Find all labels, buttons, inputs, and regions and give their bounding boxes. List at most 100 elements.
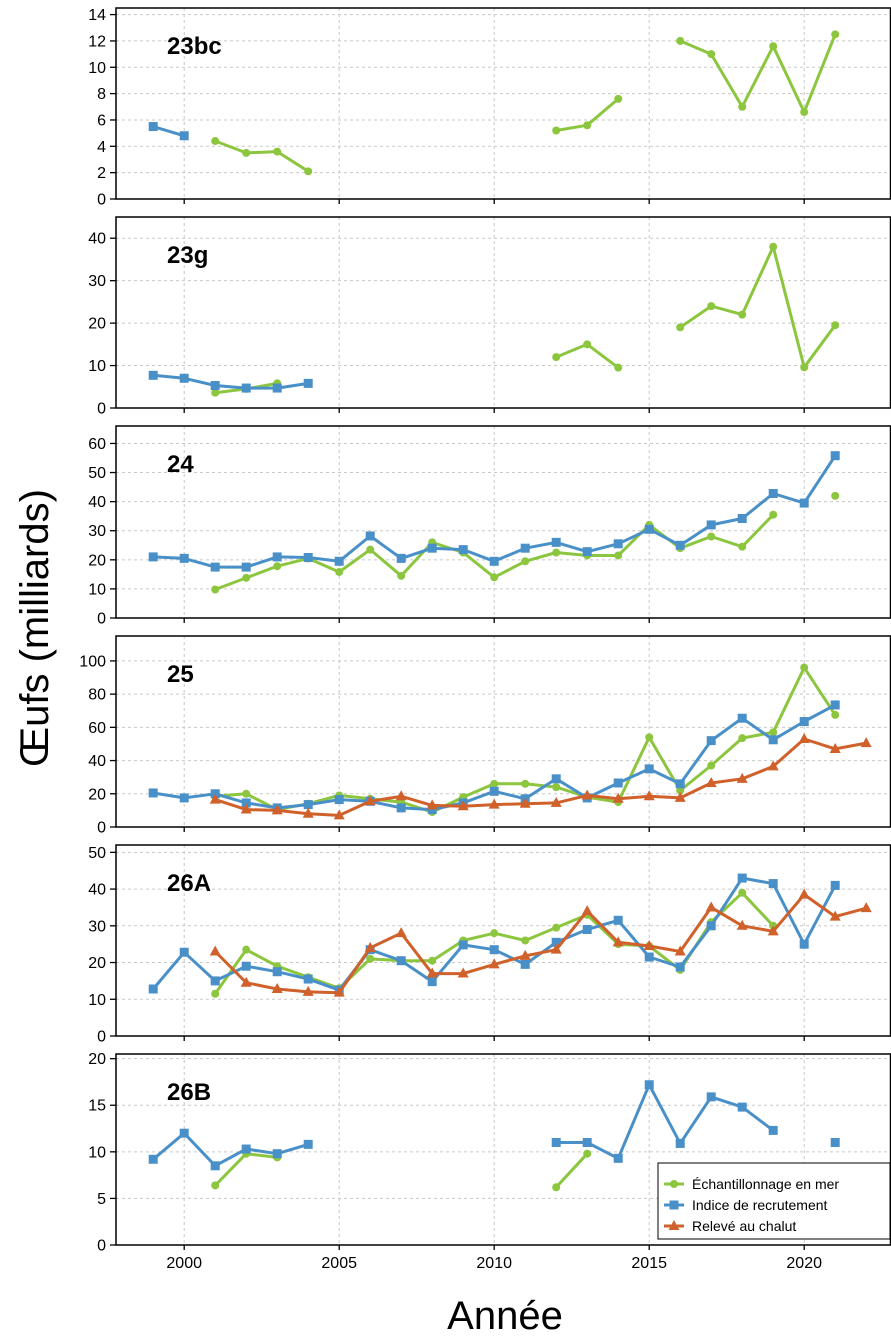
- series-sea-25: [211, 663, 840, 817]
- data-point: [582, 547, 592, 557]
- y-tick-label: 20: [88, 316, 106, 333]
- data-point: [736, 919, 748, 930]
- y-tick-label: 0: [97, 192, 106, 209]
- series-line: [214, 737, 867, 817]
- data-point: [737, 1102, 747, 1112]
- series-trawl-26A: [209, 888, 872, 997]
- panel-label: 24: [167, 451, 194, 478]
- data-point: [210, 562, 220, 572]
- y-tick-label: 40: [88, 494, 106, 511]
- data-point: [303, 800, 313, 810]
- data-point: [613, 915, 623, 925]
- series-line: [153, 373, 309, 390]
- data-point: [489, 556, 499, 566]
- y-tick-label: 10: [88, 358, 106, 375]
- data-point: [179, 793, 189, 803]
- data-point: [241, 798, 251, 808]
- x-tick-label: 2005: [321, 1255, 357, 1272]
- data-point: [396, 553, 406, 563]
- panel-label: 26A: [167, 870, 211, 897]
- data-point: [397, 571, 406, 580]
- data-point: [581, 789, 593, 800]
- x-tick-label: 2020: [786, 1255, 822, 1272]
- data-point: [273, 562, 282, 571]
- data-point: [148, 122, 158, 132]
- data-point: [583, 1149, 592, 1158]
- data-point: [706, 736, 716, 746]
- y-tick-label: 60: [88, 436, 106, 453]
- data-point: [830, 880, 840, 890]
- data-point: [488, 798, 500, 809]
- data-point: [738, 888, 747, 897]
- y-tick-label: 10: [88, 60, 106, 77]
- legend-label: Relevé au chalut: [692, 1218, 796, 1234]
- data-point: [366, 954, 375, 963]
- legend-item-rec: Indice de recrutement: [664, 1197, 828, 1213]
- x-tick-label: 2000: [166, 1255, 202, 1272]
- data-point: [457, 967, 469, 978]
- data-point: [241, 562, 251, 572]
- data-point: [769, 42, 778, 51]
- data-point: [521, 936, 530, 945]
- y-tick-label: 6: [97, 112, 106, 129]
- data-point: [644, 524, 654, 534]
- data-point: [860, 902, 872, 913]
- data-point: [211, 137, 220, 146]
- data-point: [427, 977, 437, 987]
- y-tick-label: 4: [97, 139, 106, 156]
- series-rec-23bc: [148, 122, 189, 141]
- data-point: [831, 321, 840, 330]
- data-point: [676, 786, 685, 795]
- legend-label: Indice de recrutement: [692, 1197, 828, 1213]
- legend-swatch-marker: [670, 1180, 678, 1188]
- panel-26A: 0 10 20 30 40 50 26A: [88, 844, 891, 1046]
- data-point: [520, 959, 530, 969]
- data-point: [396, 803, 406, 813]
- data-point: [303, 974, 313, 984]
- data-point: [210, 976, 220, 986]
- data-point: [706, 520, 716, 530]
- data-point: [614, 551, 623, 560]
- data-point: [552, 783, 561, 792]
- y-tick-label: 14: [88, 7, 106, 24]
- data-point: [272, 967, 282, 977]
- x-axis-title: Année: [447, 1294, 563, 1336]
- data-point: [458, 545, 468, 555]
- data-point: [271, 982, 283, 993]
- data-point: [333, 986, 345, 997]
- data-point: [552, 1183, 561, 1192]
- series-line: [214, 1152, 278, 1187]
- series-sea-26B: [211, 1149, 592, 1192]
- data-point: [303, 552, 313, 562]
- y-tick-label: 0: [97, 1238, 106, 1255]
- data-point: [489, 945, 499, 955]
- data-point: [738, 734, 747, 743]
- data-point: [242, 945, 251, 954]
- y-tick-label: 20: [88, 1051, 106, 1068]
- y-tick-label: 80: [88, 687, 106, 704]
- data-point: [241, 961, 251, 971]
- panel-label: 23g: [167, 242, 208, 269]
- data-point: [768, 879, 778, 889]
- legend-swatch-marker: [669, 1200, 679, 1210]
- data-point: [830, 700, 840, 710]
- data-point: [675, 962, 685, 972]
- data-point: [768, 735, 778, 745]
- legend-swatch-marker: [668, 1220, 680, 1230]
- y-tick-label: 10: [88, 1144, 106, 1161]
- data-point: [643, 790, 655, 801]
- series-rec-24: [148, 451, 840, 572]
- data-point: [489, 786, 499, 796]
- data-point: [148, 984, 158, 994]
- data-point: [675, 779, 685, 789]
- series-sea-23bc: [211, 30, 840, 176]
- series-line: [679, 33, 837, 114]
- data-point: [582, 924, 592, 934]
- series-sea-23g: [211, 242, 840, 397]
- data-point: [365, 531, 375, 541]
- data-point: [768, 1125, 778, 1135]
- data-point: [800, 363, 809, 372]
- series-line: [214, 139, 310, 173]
- data-point: [490, 573, 499, 582]
- panel-23g: 0 10 20 30 40 23g: [88, 216, 891, 418]
